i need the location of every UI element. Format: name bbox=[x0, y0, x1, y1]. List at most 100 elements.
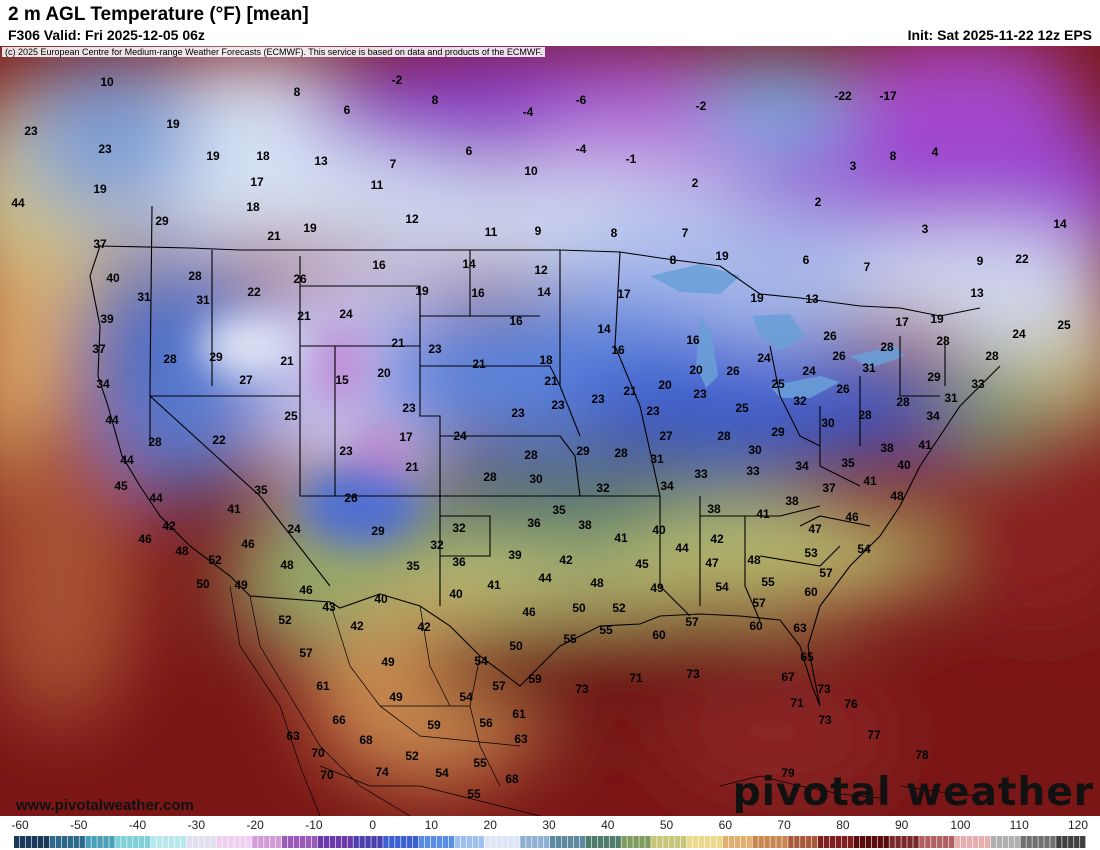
temperature-label: 34 bbox=[660, 479, 674, 493]
temperature-label: 23 bbox=[646, 404, 660, 418]
temperature-label: 34 bbox=[795, 459, 809, 473]
temperature-label: 12 bbox=[534, 263, 548, 277]
temperature-label: 60 bbox=[652, 628, 666, 642]
colorbar-swatch bbox=[716, 836, 723, 848]
temperature-label: 40 bbox=[449, 587, 463, 601]
temperature-label: -2 bbox=[695, 99, 707, 113]
colorbar-swatch bbox=[31, 836, 38, 848]
colorbar-swatch bbox=[418, 836, 425, 848]
colorbar-swatch bbox=[722, 836, 729, 848]
colorbar-swatch bbox=[734, 836, 740, 848]
temperature-label: 31 bbox=[196, 293, 210, 307]
temperature-label: 46 bbox=[522, 605, 536, 619]
temperature-label: 26 bbox=[344, 491, 358, 505]
temperature-label: 71 bbox=[629, 671, 643, 685]
temperature-label: 3 bbox=[849, 159, 857, 173]
temperature-label: 70 bbox=[311, 746, 325, 760]
colorbar-swatch bbox=[323, 836, 330, 848]
temperature-label: 73 bbox=[575, 682, 589, 696]
temperature-label: 32 bbox=[596, 481, 610, 495]
temperature-label: 7 bbox=[681, 226, 689, 240]
temperature-label: 40 bbox=[652, 523, 666, 537]
colorbar-swatch bbox=[174, 836, 181, 848]
temperature-label: 76 bbox=[844, 697, 858, 711]
temperature-label: 66 bbox=[332, 713, 346, 727]
colorbar-swatch bbox=[103, 836, 109, 848]
temperature-label: 54 bbox=[474, 654, 488, 668]
temperature-label: 25 bbox=[735, 401, 749, 415]
colorbar-swatch bbox=[293, 836, 300, 848]
temperature-label: 57 bbox=[819, 566, 833, 580]
temperature-label: 7 bbox=[863, 260, 871, 274]
colorbar-swatch bbox=[752, 836, 758, 848]
temperature-label: 61 bbox=[512, 707, 526, 721]
temperature-label: 22 bbox=[1015, 252, 1029, 266]
temperature-label: 36 bbox=[527, 516, 541, 530]
colorbar-swatch bbox=[966, 836, 973, 848]
temperature-label: 67 bbox=[781, 670, 795, 684]
temperature-label: 70 bbox=[320, 768, 334, 782]
temperature-label: 37 bbox=[93, 237, 107, 251]
temperature-label: 24 bbox=[453, 429, 467, 443]
temperature-label: 55 bbox=[761, 575, 775, 589]
colorbar-swatch bbox=[681, 836, 687, 848]
colorbar-swatch bbox=[972, 836, 979, 848]
colorbar-swatch bbox=[14, 836, 20, 848]
temperature-label: 20 bbox=[377, 366, 391, 380]
colorbar-swatch bbox=[121, 836, 127, 848]
colorbar-swatch bbox=[329, 836, 335, 848]
temperature-label: 40 bbox=[106, 271, 120, 285]
colorbar-swatch bbox=[651, 836, 657, 848]
website-link[interactable]: www.pivotalweather.com bbox=[16, 797, 194, 814]
temperature-label: 6 bbox=[802, 253, 810, 267]
temperature-label: 38 bbox=[785, 494, 799, 508]
temperature-label: 49 bbox=[234, 578, 248, 592]
colorbar-swatch bbox=[484, 836, 490, 848]
colorbar-swatch bbox=[621, 836, 627, 848]
temperature-label: 37 bbox=[822, 481, 836, 495]
colorbar-swatch bbox=[579, 836, 586, 848]
colorbar-swatch bbox=[180, 836, 187, 848]
temperature-label: 37 bbox=[92, 342, 106, 356]
colorbar-swatch bbox=[383, 836, 389, 848]
temperature-label: 34 bbox=[96, 377, 110, 391]
temperature-label: 17 bbox=[895, 315, 909, 329]
temperature-label: 41 bbox=[918, 438, 932, 452]
colorbar-swatch bbox=[728, 836, 735, 848]
temperature-label: 11 bbox=[370, 178, 384, 192]
temperature-label: 16 bbox=[686, 333, 700, 347]
colorbar-swatch bbox=[234, 836, 240, 848]
temperature-label: 29 bbox=[155, 214, 169, 228]
temperature-label: 27 bbox=[239, 373, 253, 387]
temperature-label: 52 bbox=[612, 601, 626, 615]
temperature-label: 31 bbox=[650, 452, 664, 466]
colorbar-swatch bbox=[853, 836, 860, 848]
temperature-label: 8 bbox=[293, 85, 301, 99]
colorbar-swatch bbox=[645, 836, 651, 848]
temperature-label: 46 bbox=[299, 583, 313, 597]
temperature-label: 24 bbox=[287, 522, 301, 536]
colorbar-swatch bbox=[353, 836, 359, 848]
temperature-label: 19 bbox=[166, 117, 180, 131]
temperature-label: 41 bbox=[863, 474, 877, 488]
temperature-label: 44 bbox=[149, 491, 163, 505]
colorbar-swatch bbox=[139, 836, 145, 848]
colorbar-swatch bbox=[746, 836, 752, 848]
colorbar-swatch bbox=[490, 836, 496, 848]
colorbar-swatch bbox=[389, 836, 395, 848]
colorbar-swatch bbox=[407, 836, 413, 848]
temperature-label: 42 bbox=[559, 553, 573, 567]
temperature-label: 8 bbox=[610, 226, 618, 240]
colorbar-swatch bbox=[627, 836, 633, 848]
temperature-label: 23 bbox=[551, 398, 565, 412]
colorbar-swatch bbox=[913, 836, 919, 848]
colorbar-tick-label: 20 bbox=[483, 818, 497, 832]
colorbar-swatch bbox=[91, 836, 97, 848]
colorbar-tick-label: 120 bbox=[1067, 818, 1089, 832]
colorbar-swatch bbox=[990, 836, 997, 848]
colorbar-swatch bbox=[401, 836, 407, 848]
temperature-label: -4 bbox=[522, 105, 534, 119]
colorbar-swatch bbox=[424, 836, 431, 848]
temperature-label: 79 bbox=[781, 766, 795, 780]
